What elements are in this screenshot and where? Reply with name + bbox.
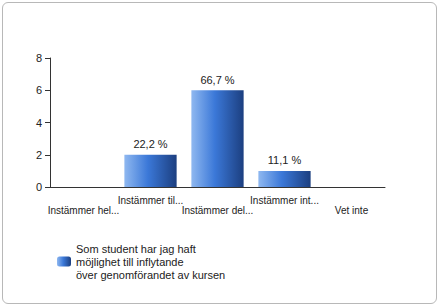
svg-text:möjlighet till inflytande: möjlighet till inflytande (76, 256, 184, 268)
svg-text:Vet inte: Vet inte (335, 205, 369, 216)
svg-text:över genomförandet av kursen: över genomförandet av kursen (76, 269, 225, 281)
svg-text:4: 4 (36, 117, 42, 129)
svg-text:22,2 %: 22,2 % (133, 138, 167, 150)
svg-text:8: 8 (36, 52, 42, 64)
svg-text:Instämmer hel...: Instämmer hel... (48, 205, 120, 216)
svg-text:Instämmer del...: Instämmer del... (182, 205, 254, 216)
svg-text:Instämmer til...: Instämmer til... (118, 195, 184, 206)
svg-text:2: 2 (36, 149, 42, 161)
svg-text:Som student har jag haft: Som student har jag haft (76, 243, 196, 255)
svg-text:6: 6 (36, 84, 42, 96)
svg-text:11,1 %: 11,1 % (268, 154, 302, 166)
svg-text:Instämmer int...: Instämmer int... (250, 195, 319, 206)
svg-text:0: 0 (36, 181, 42, 193)
svg-text:66,7 %: 66,7 % (200, 74, 234, 86)
